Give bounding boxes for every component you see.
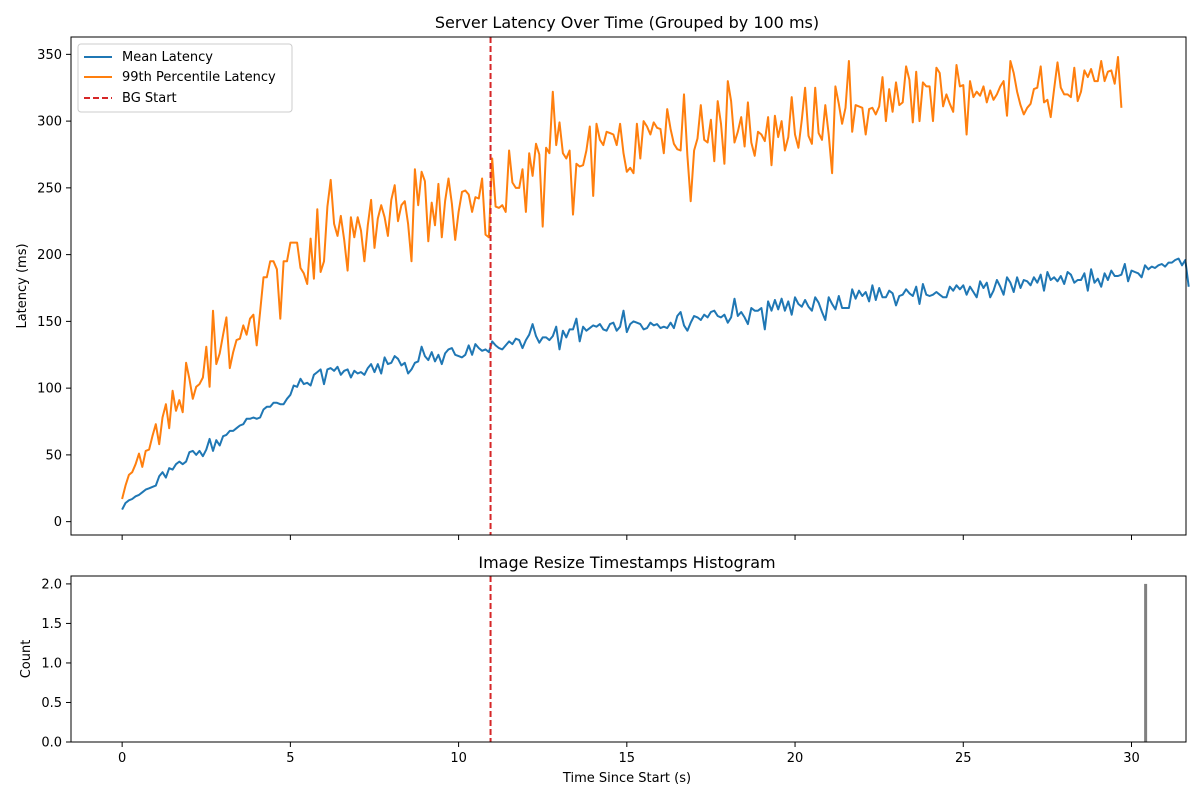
legend-label-bg-start: BG Start (122, 91, 177, 106)
histogram-x-tick-label: 10 (450, 751, 467, 766)
histogram-y-tick-label: 2.0 (41, 577, 62, 592)
histogram-x-axis-label: Time Since Start (s) (562, 771, 691, 786)
latency-y-tick-label: 200 (37, 248, 62, 263)
histogram-y-tick-label: 0.0 (41, 736, 62, 751)
histogram-y-axis-label: Count (19, 640, 34, 679)
latency-plot-area (121, 37, 1190, 535)
latency-chart-title: Server Latency Over Time (Grouped by 100… (435, 13, 819, 32)
histogram-y-tick-label: 1.5 (41, 617, 62, 632)
latency-y-ticks: 0 50 100 150 200 250 300 350 (37, 48, 71, 530)
legend-label-p99-latency: 99th Percentile Latency (122, 70, 276, 85)
histogram-x-ticks: 0 5 10 15 20 25 30 (118, 742, 1140, 766)
histogram-bar (1144, 583, 1148, 742)
histogram-y-tick-label: 1.0 (41, 656, 62, 671)
series-line-mean-latency (121, 257, 1190, 511)
latency-y-tick-label: 300 (37, 115, 62, 130)
histogram-panel: Image Resize Timestamps Histogram 0 5 10 15… (19, 553, 1187, 786)
latency-y-tick-label: 150 (37, 315, 62, 330)
latency-panel: Server Latency Over Time (Grouped by 100… (15, 13, 1190, 540)
latency-y-tick-label: 50 (45, 448, 62, 463)
legend-frame (77, 43, 293, 113)
latency-y-tick-label: 100 (37, 382, 62, 397)
histogram-x-tick-label: 25 (955, 751, 972, 766)
histogram-x-tick-label: 5 (286, 751, 294, 766)
latency-y-tick-label: 350 (37, 48, 62, 63)
histogram-y-tick-label: 0.5 (41, 696, 62, 711)
latency-x-ticks (121, 535, 1132, 540)
histogram-plot-area (489, 576, 1148, 742)
latency-y-axis-label: Latency (ms) (15, 243, 30, 328)
histogram-y-ticks: 0.0 0.5 1.0 1.5 2.0 (41, 577, 71, 751)
series-line-p99-latency (121, 56, 1123, 500)
histogram-x-tick-label: 20 (787, 751, 804, 766)
latency-y-tick-label: 0 (54, 515, 62, 530)
latency-y-tick-label: 250 (37, 181, 62, 196)
latency-legend: Mean Latency 99th Percentile Latency BG … (77, 43, 293, 113)
histogram-axes-frame (70, 575, 1187, 743)
histogram-x-tick-label: 15 (619, 751, 636, 766)
histogram-chart-title: Image Resize Timestamps Histogram (478, 553, 775, 572)
latency-axes-frame (70, 36, 1187, 536)
histogram-x-tick-label: 0 (118, 751, 126, 766)
legend-label-mean-latency: Mean Latency (122, 50, 213, 65)
histogram-x-tick-label: 30 (1123, 751, 1140, 766)
